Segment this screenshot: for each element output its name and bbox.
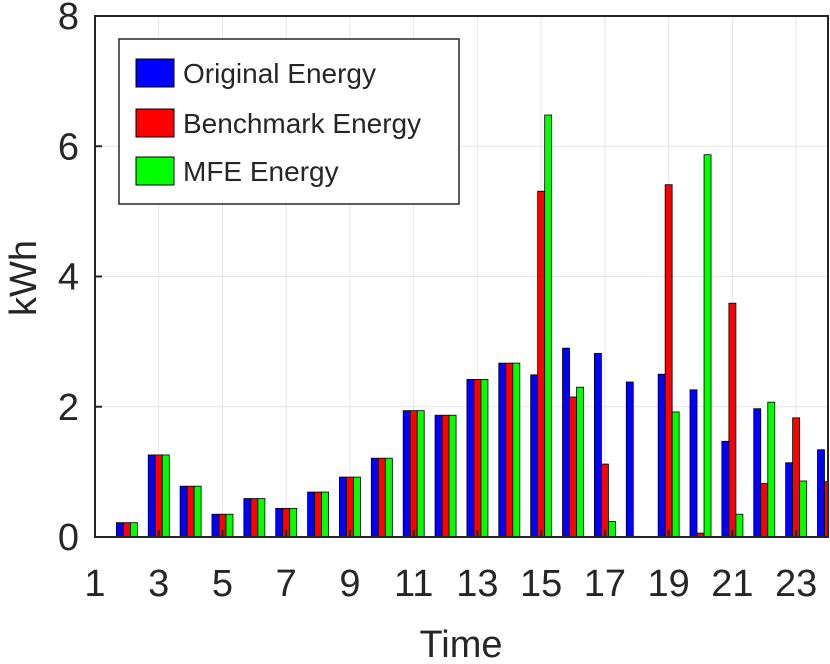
bar-benchmark-energy xyxy=(728,302,737,537)
bar-original-energy xyxy=(211,513,220,537)
legend-box xyxy=(118,38,460,205)
y-tick-label: 8 xyxy=(58,0,79,38)
bar-benchmark-energy xyxy=(505,362,514,537)
bar-original-energy xyxy=(562,347,570,537)
bar-benchmark-energy xyxy=(154,454,163,537)
legend-label: MFE Energy xyxy=(183,156,339,187)
y-tick-label: 4 xyxy=(58,257,79,299)
x-tick-label: 9 xyxy=(339,563,360,605)
bar-benchmark-energy xyxy=(122,522,131,537)
bar-original-energy xyxy=(721,440,730,537)
bar-mfe-energy xyxy=(321,491,329,537)
legend-label: Benchmark Energy xyxy=(183,108,421,139)
bar-original-energy xyxy=(147,454,156,537)
y-tick-label: 6 xyxy=(58,126,79,168)
bar-mfe-energy xyxy=(576,386,584,537)
bar-benchmark-energy xyxy=(250,498,259,537)
bar-benchmark-energy xyxy=(760,483,769,537)
x-tick-label: 7 xyxy=(276,563,297,605)
bar-benchmark-energy xyxy=(314,491,322,537)
bar-benchmark-energy xyxy=(186,485,195,537)
bar-original-energy xyxy=(243,498,252,537)
bar-mfe-energy xyxy=(129,522,138,537)
bar-benchmark-energy xyxy=(664,184,673,537)
bar-mfe-energy xyxy=(161,454,170,537)
x-tick-label: 13 xyxy=(456,563,498,605)
bar-original-energy xyxy=(594,352,602,537)
bar-mfe-energy xyxy=(512,362,521,537)
y-tick-label: 2 xyxy=(58,387,79,429)
bar-mfe-energy xyxy=(703,154,712,537)
x-axis-label: Time xyxy=(419,624,502,664)
bar-original-energy xyxy=(179,485,188,537)
bar-benchmark-energy xyxy=(346,476,354,537)
y-axis-ticks: 0 2 4 6 8 xyxy=(58,0,102,559)
bar-original-energy xyxy=(753,408,762,537)
bar-benchmark-energy xyxy=(377,457,386,537)
x-tick-label: 19 xyxy=(648,563,690,605)
bar-mfe-energy xyxy=(799,480,808,537)
x-tick-label: 17 xyxy=(584,563,626,605)
bar-mfe-energy xyxy=(448,414,457,537)
bar-original-energy xyxy=(530,374,539,537)
bar-mfe-energy xyxy=(353,476,361,537)
bar-mfe-energy xyxy=(257,498,266,537)
bar-original-energy xyxy=(402,410,411,537)
legend: Original Energy Benchmark Energy MFE Energ… xyxy=(118,38,460,205)
bar-original-energy xyxy=(498,362,507,537)
legend-swatch xyxy=(135,58,175,88)
x-tick-label: 5 xyxy=(212,563,233,605)
bar-original-energy xyxy=(657,373,666,537)
bar-mfe-energy xyxy=(544,114,553,537)
x-tick-label: 11 xyxy=(394,563,433,605)
bar-mfe-energy xyxy=(225,513,234,537)
legend-swatch xyxy=(135,156,175,186)
bar-benchmark-energy xyxy=(537,190,546,537)
bar-mfe-energy xyxy=(289,507,298,537)
x-tick-label: 23 xyxy=(775,563,817,605)
bar-original-energy xyxy=(115,522,124,537)
bar-mfe-energy xyxy=(193,485,202,537)
x-tick-label: 1 xyxy=(84,563,105,605)
bar-original-energy xyxy=(689,389,698,537)
bar-benchmark-energy xyxy=(569,396,577,537)
bar-benchmark-energy xyxy=(441,414,450,537)
bar-mfe-energy xyxy=(735,513,744,537)
bar-original-energy xyxy=(339,476,347,537)
bar-mfe-energy xyxy=(384,457,393,537)
bar-original-energy xyxy=(370,457,379,537)
bar-benchmark-energy xyxy=(601,463,609,537)
x-tick-label: 3 xyxy=(148,563,169,605)
bar-original-energy xyxy=(307,491,315,537)
bar-benchmark-energy xyxy=(409,410,418,537)
bar-original-energy xyxy=(466,378,475,537)
bars xyxy=(115,114,828,537)
bar-original-energy xyxy=(625,381,634,537)
bar-mfe-energy xyxy=(767,401,776,537)
x-tick-label: 21 xyxy=(711,563,753,605)
x-axis-ticks: 1 3 5 7 9 11 13 15 17 19 21 23 xyxy=(84,530,817,605)
x-tick-label: 15 xyxy=(520,563,562,605)
bar-mfe-energy xyxy=(671,411,680,537)
bar-benchmark-energy xyxy=(473,378,482,537)
bar-mfe-energy xyxy=(608,520,616,537)
bar-benchmark-energy xyxy=(792,417,801,537)
bar-original-energy xyxy=(817,449,825,537)
bar-mfe-energy xyxy=(416,410,425,537)
bar-mfe-energy xyxy=(480,378,489,537)
bar-original-energy xyxy=(275,507,284,537)
y-axis-label: kWh xyxy=(3,240,45,316)
bar-original-energy xyxy=(785,462,794,537)
y-tick-label: 0 xyxy=(58,517,79,559)
legend-label: Original Energy xyxy=(183,58,376,89)
bar-original-energy xyxy=(434,414,443,537)
legend-swatch xyxy=(135,108,175,138)
